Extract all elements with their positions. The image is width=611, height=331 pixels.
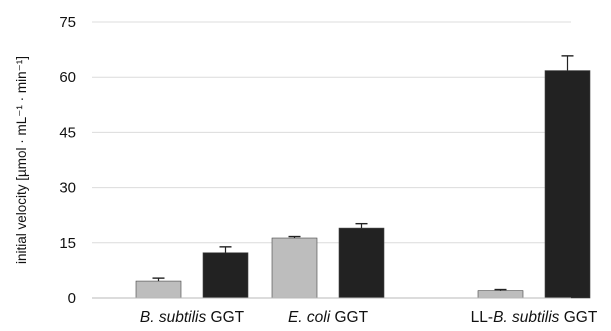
bar (202, 252, 249, 299)
y-axis-title: initial velocity [µmol · mL⁻¹ · min⁻¹] (14, 56, 29, 264)
x-category-label: E. coli GGT (288, 309, 369, 326)
y-tick-label: 15 (59, 235, 76, 252)
x-category-label-prefix: LL- (471, 309, 493, 326)
x-category-label-italic: E. coli (288, 309, 331, 326)
bar (271, 237, 318, 299)
y-tick-label: 60 (59, 69, 76, 86)
x-category-label-suffix: GGT (330, 309, 368, 326)
y-tick-label: 0 (68, 290, 76, 307)
y-tick-label: 45 (59, 124, 76, 141)
bar (544, 70, 591, 299)
x-category-label-italic: B. subtilis (140, 309, 207, 326)
x-category-label-suffix: GGT (559, 309, 597, 326)
bar (477, 290, 524, 299)
bar (135, 280, 182, 299)
gridlines (92, 21, 571, 244)
x-category-label-suffix: GGT (206, 309, 244, 326)
bars (135, 55, 591, 299)
y-tick-label: 30 (59, 180, 76, 197)
x-category-label: B. subtilis GGT (140, 309, 245, 326)
x-category-label-italic: B. subtilis (493, 309, 560, 326)
bar (338, 227, 385, 299)
x-category-label: LL-B. subtilis GGT (471, 309, 598, 326)
y-tick-label: 75 (59, 14, 76, 31)
